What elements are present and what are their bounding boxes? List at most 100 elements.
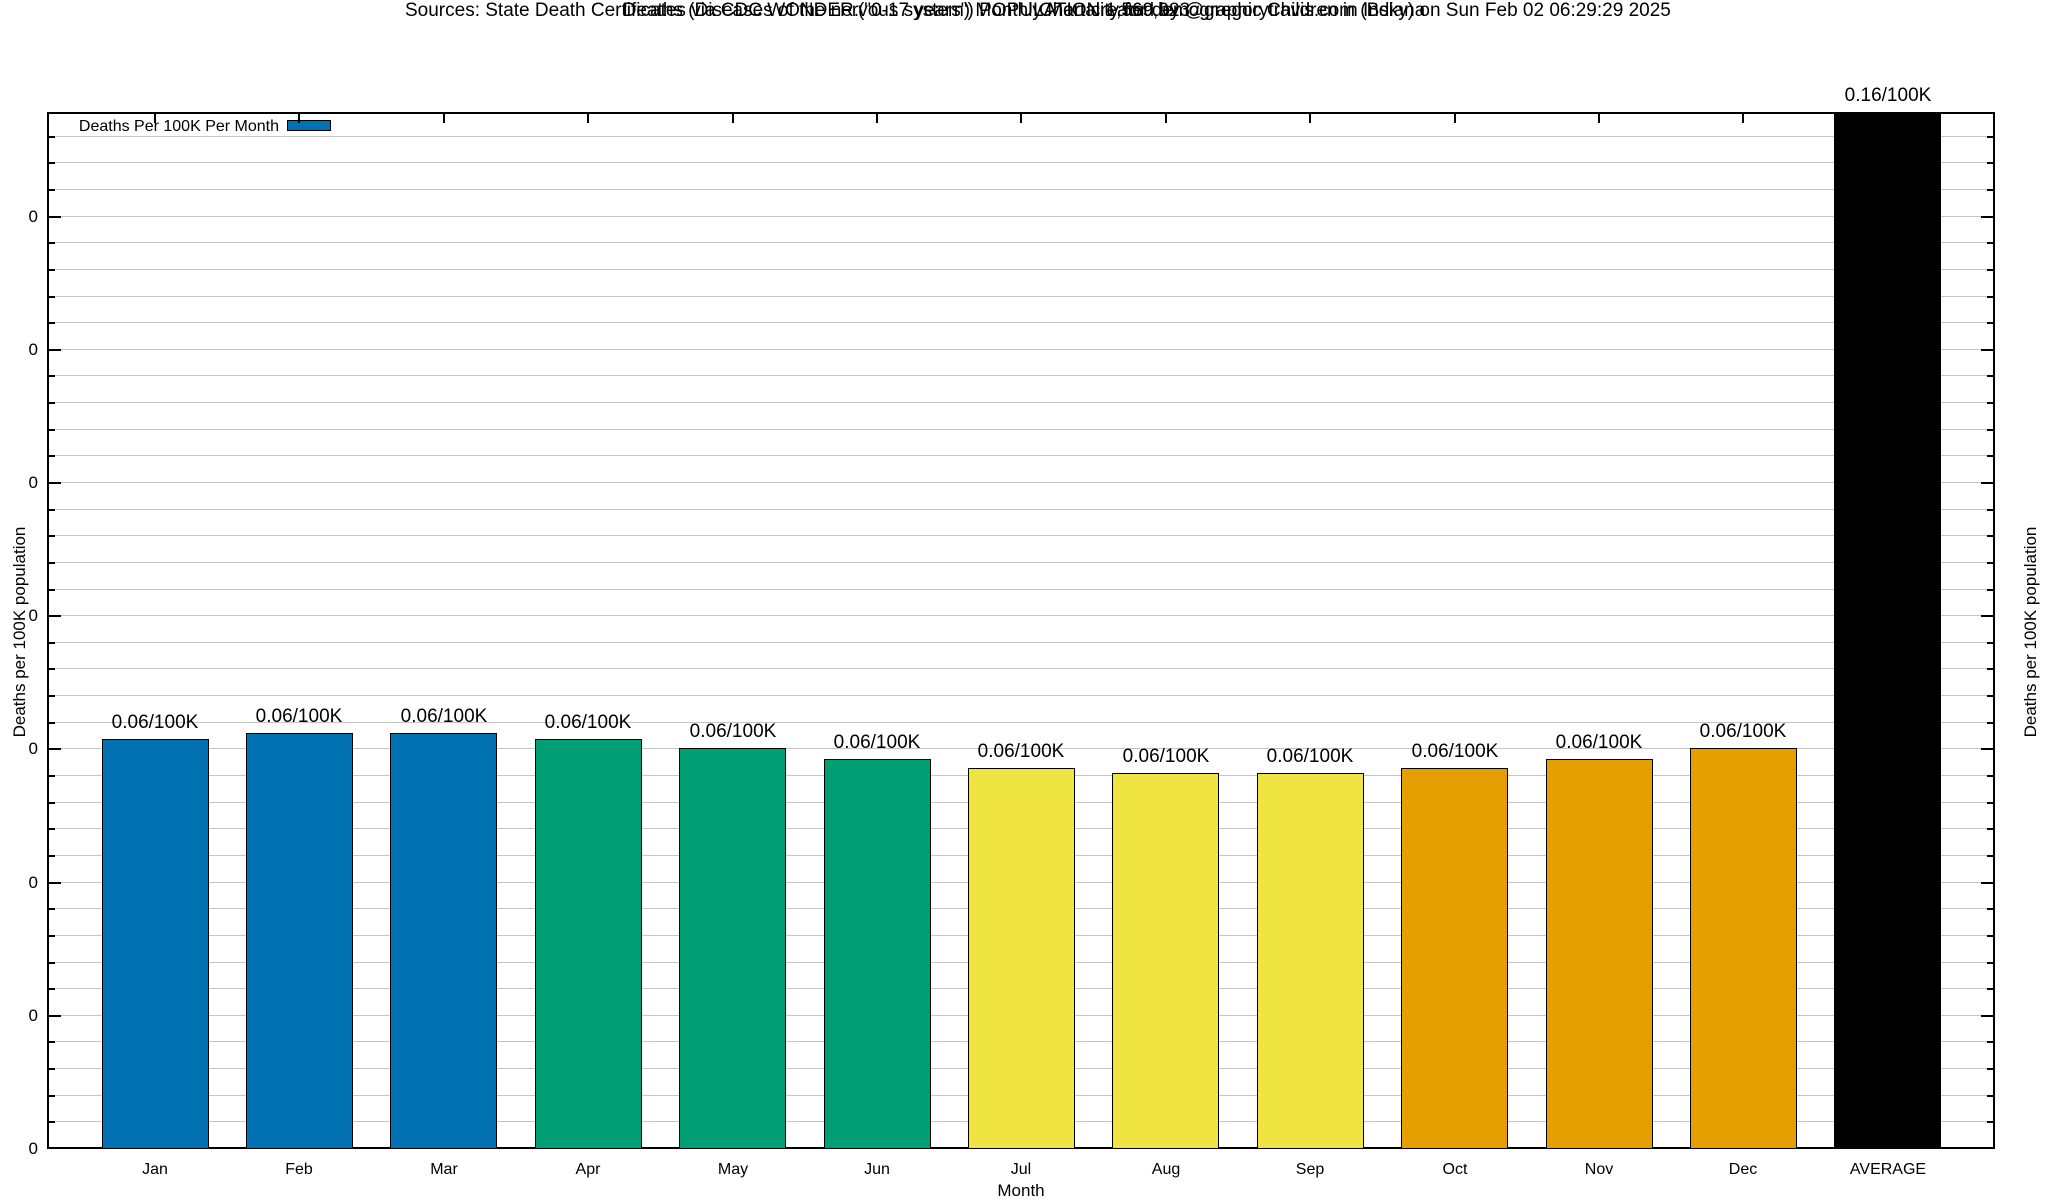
y-tick-left bbox=[49, 935, 55, 937]
x-tick-top bbox=[587, 114, 589, 123]
bar-value-label: 0.06/100K bbox=[255, 706, 343, 727]
bar bbox=[102, 739, 209, 1149]
category-label: Oct bbox=[1442, 1161, 1468, 1178]
y-tick-label: 0 bbox=[28, 873, 38, 892]
y-tick-right bbox=[1987, 802, 1993, 804]
gridline bbox=[49, 429, 1993, 430]
y-tick-right bbox=[1987, 402, 1993, 404]
gridline bbox=[49, 562, 1993, 563]
category-label: Jan bbox=[142, 1161, 168, 1178]
y-tick-right bbox=[1987, 695, 1993, 697]
y-tick-left bbox=[49, 162, 55, 164]
category-label: Jun bbox=[864, 1161, 890, 1178]
category-label: AVERAGE bbox=[1849, 1161, 1927, 1178]
category-label: Dec bbox=[1728, 1161, 1758, 1178]
y-tick-left bbox=[49, 802, 55, 804]
gridline bbox=[49, 349, 1993, 350]
y-tick-left bbox=[49, 988, 55, 990]
y-tick-left bbox=[49, 269, 55, 271]
category-label: Mar bbox=[430, 1161, 458, 1178]
y-tick-right bbox=[1987, 322, 1993, 324]
bar-value-label: 0.06/100K bbox=[544, 712, 632, 733]
credit-note: Chart created by @gregorytravis.com (Bsk… bbox=[1039, 0, 1671, 21]
y-tick-left bbox=[49, 349, 61, 351]
gridline bbox=[49, 242, 1993, 243]
x-tick-top bbox=[1165, 114, 1167, 123]
y-tick-right bbox=[1987, 722, 1993, 724]
y-tick-left bbox=[49, 1068, 55, 1070]
y-tick-right bbox=[1987, 668, 1993, 670]
gridline bbox=[49, 216, 1993, 217]
category-label: May bbox=[717, 1161, 749, 1178]
y-tick-right bbox=[1987, 642, 1993, 644]
y-tick-left bbox=[49, 615, 61, 617]
y-tick-label: 0 bbox=[28, 1006, 38, 1025]
y-tick-right bbox=[1987, 988, 1993, 990]
y-tick-left bbox=[49, 1095, 55, 1097]
y-tick-right bbox=[1987, 935, 1993, 937]
y-tick-left bbox=[49, 562, 55, 564]
x-tick-top bbox=[732, 114, 734, 123]
category-label: Sep bbox=[1295, 1161, 1325, 1178]
y-tick-right bbox=[1987, 962, 1993, 964]
x-tick-top bbox=[298, 114, 300, 123]
x-tick-top bbox=[1742, 114, 1744, 123]
y-tick-right bbox=[1987, 375, 1993, 377]
y-tick-right bbox=[1987, 828, 1993, 830]
bar bbox=[968, 768, 1075, 1149]
bar-value-label: 0.06/100K bbox=[1699, 721, 1787, 742]
y-tick-right bbox=[1981, 349, 1993, 351]
y-tick-left bbox=[49, 642, 55, 644]
y-tick-right bbox=[1987, 455, 1993, 457]
y-tick-left bbox=[49, 322, 55, 324]
legend-swatch bbox=[287, 120, 331, 131]
y-tick-left bbox=[49, 429, 55, 431]
gridline bbox=[49, 136, 1993, 137]
gridline bbox=[49, 189, 1993, 190]
bar-value-label: 0.06/100K bbox=[689, 721, 777, 742]
gridline bbox=[49, 375, 1993, 376]
gridline bbox=[49, 589, 1993, 590]
bar bbox=[1690, 748, 1797, 1149]
y-tick-right bbox=[1981, 482, 1993, 484]
x-tick-top bbox=[1454, 114, 1456, 123]
y-tick-right bbox=[1987, 535, 1993, 537]
category-label: Apr bbox=[575, 1161, 601, 1178]
bar-value-label: 0.06/100K bbox=[111, 712, 199, 733]
y-tick-left bbox=[49, 216, 61, 218]
y-tick-left bbox=[49, 1015, 61, 1017]
y-tick-left bbox=[49, 189, 55, 191]
y-tick-right bbox=[1987, 296, 1993, 298]
bar bbox=[679, 748, 786, 1149]
y-tick-left bbox=[49, 296, 55, 298]
y-tick-label: 0 bbox=[28, 739, 38, 758]
y-tick-right bbox=[1981, 615, 1993, 617]
bar-value-label: 0.16/100K bbox=[1844, 85, 1932, 106]
x-tick-top bbox=[876, 114, 878, 123]
y-tick-left bbox=[49, 455, 55, 457]
bar-value-label: 0.06/100K bbox=[400, 706, 488, 727]
y-tick-left bbox=[49, 589, 55, 591]
bar-value-label: 0.06/100K bbox=[1411, 741, 1499, 762]
y-tick-label: 0 bbox=[28, 473, 38, 492]
y-tick-left bbox=[49, 695, 55, 697]
y-tick-left bbox=[49, 402, 55, 404]
bar bbox=[535, 739, 642, 1149]
y-tick-left bbox=[49, 1041, 55, 1043]
gridline bbox=[49, 322, 1993, 323]
y-tick-right bbox=[1987, 162, 1993, 164]
y-tick-right bbox=[1987, 136, 1993, 138]
y-tick-right bbox=[1987, 562, 1993, 564]
y-axis-label-left: Deaths per 100K population bbox=[10, 526, 29, 738]
y-tick-right bbox=[1987, 509, 1993, 511]
y-tick-left bbox=[49, 775, 55, 777]
bar-value-label: 0.06/100K bbox=[977, 741, 1065, 762]
gridline bbox=[49, 509, 1993, 510]
gridline bbox=[49, 695, 1993, 696]
bar bbox=[1257, 773, 1364, 1149]
y-tick-left bbox=[49, 828, 55, 830]
x-tick-top bbox=[1020, 114, 1022, 123]
y-tick-left bbox=[49, 962, 55, 964]
gridline bbox=[49, 162, 1993, 163]
y-tick-right bbox=[1981, 1015, 1993, 1017]
